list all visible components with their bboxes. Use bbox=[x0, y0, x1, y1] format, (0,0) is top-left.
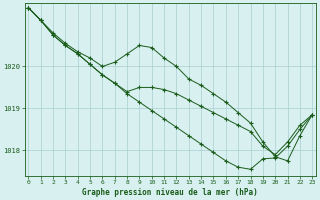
X-axis label: Graphe pression niveau de la mer (hPa): Graphe pression niveau de la mer (hPa) bbox=[83, 188, 258, 197]
